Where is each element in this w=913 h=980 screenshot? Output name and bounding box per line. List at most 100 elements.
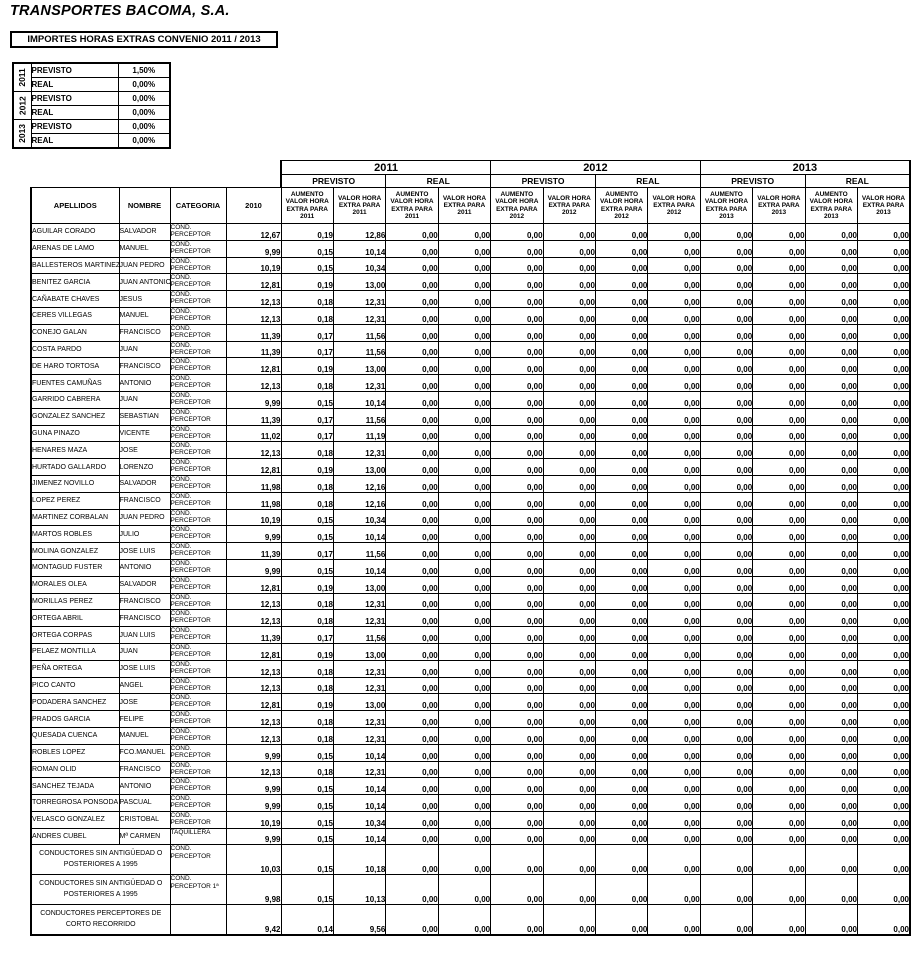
valor-cell: 10,14 (332, 390, 387, 409)
valor-cell: 0,00 (437, 508, 492, 527)
column-header-row: APELLIDOS NOMBRE CATEGORIA 2010 AUMENTO VALO… (30, 187, 911, 224)
valor-cell: 0,00 (804, 827, 858, 846)
nombre-cell: SALVADOR (118, 575, 171, 594)
valor-cell: 0,00 (542, 609, 596, 628)
valor-cell: 0,15 (280, 525, 334, 544)
valor-cell: 10,14 (332, 827, 387, 846)
nombre-cell: ANTONIO (118, 374, 171, 392)
valor-cell: 0,00 (594, 777, 649, 796)
apellidos-cell: ARENAS DE LAMO (30, 239, 120, 258)
valor-cell: 0,00 (437, 904, 492, 936)
valor-cell: 0,00 (385, 508, 439, 527)
valor-cell: 0,00 (647, 357, 701, 376)
nombre-cell: JOSE (118, 441, 171, 460)
valor-cell: 0,00 (385, 542, 439, 560)
valor-cell: 0,00 (385, 777, 439, 796)
valor-cell: 0,00 (437, 290, 492, 308)
categoria-cell: COND. PERCEPTOR (169, 441, 227, 460)
valor-cell: 0,00 (594, 407, 649, 426)
categoria-cell: COND. PERCEPTOR (169, 642, 227, 661)
valor-cell: 0,00 (699, 794, 754, 812)
valor-cell: 0,00 (856, 273, 911, 292)
categoria-cell: COND. PERCEPTOR (169, 290, 227, 308)
valor-cell: 13,00 (332, 357, 387, 376)
valor-cell: 0,00 (594, 424, 649, 443)
valor-cell: 13,00 (332, 458, 387, 476)
valor-cell: 0,00 (437, 374, 492, 392)
valor-cell: 0,00 (490, 239, 544, 258)
valor-cell: 0,19 (280, 223, 334, 241)
valor-cell: 0,00 (856, 239, 911, 258)
valor-cell: 0,00 (647, 693, 701, 712)
employee-row: PRADOS GARCIA FELIPE COND. PERCEPTOR 12,13 0… (30, 710, 911, 728)
valor-cell: 0,00 (490, 525, 544, 544)
categoria-cell: COND. PERCEPTOR (169, 424, 227, 443)
valor-cell: 0,00 (647, 760, 701, 779)
valor-cell: 0,00 (490, 340, 544, 359)
summary-year-label: 2011 (17, 68, 28, 87)
employee-row: MARTINEZ CORBALAN JUAN PEDRO COND. PERCEPT… (30, 508, 911, 527)
valor-cell: 0,00 (385, 558, 439, 577)
apellidos-cell: HENARES MAZA (30, 441, 120, 460)
valor-2010-cell: 12,81 (225, 357, 282, 376)
nombre-cell: JUAN (118, 390, 171, 409)
valor-cell: 0,00 (699, 374, 754, 392)
categoria-cell: COND. PERCEPTOR (169, 323, 227, 342)
valor-cell: 12,31 (332, 592, 387, 611)
valor-cell: 0,00 (490, 874, 544, 906)
valor-cell: 0,00 (542, 273, 596, 292)
valor-cell: 0,00 (594, 710, 649, 728)
summary-value-cell: 0,00% (117, 119, 171, 135)
valor-cell: 0,00 (542, 693, 596, 712)
categoria-cell: COND. PERCEPTOR (169, 626, 227, 644)
convenio-summary-table: 2011 PREVISTO 1,50% REAL 0,00% 2012 PREVISTO 0,… (12, 62, 171, 150)
apellidos-cell: VELASCO GONZALEZ (30, 810, 120, 829)
valor-cell: 0,00 (804, 525, 858, 544)
valor-cell: 0,00 (804, 407, 858, 426)
valor-cell: 0,00 (804, 810, 858, 829)
employee-row: VELASCO GONZALEZ CRISTOBAL COND. PERCEPTOR… (30, 810, 911, 829)
nombre-cell: SALVADOR (118, 474, 171, 493)
categoria-cell: COND. PERCEPTOR (169, 491, 227, 510)
valor-cell: 0,00 (437, 592, 492, 611)
nombre-cell: ANTONIO (118, 777, 171, 796)
valor-cell: 0,15 (280, 794, 334, 812)
year-header-row: 2011 2012 2013 (31, 160, 911, 175)
employee-row: ROMAN OLID FRANCISCO COND. PERCEPTOR 12,13 0… (30, 760, 911, 779)
valor-cell: 0,00 (699, 458, 754, 476)
valor-cell: 0,00 (542, 390, 596, 409)
valor-cell: 0,00 (542, 458, 596, 476)
column-header-nombre: NOMBRE (118, 187, 171, 224)
valor-cell: 0,00 (594, 626, 649, 644)
valor-cell: 0,00 (542, 676, 596, 695)
valor-cell: 0,00 (542, 558, 596, 577)
column-header-value-3: VALOR HORA EXTRA PARA 2011 (437, 187, 492, 224)
valor-2010-cell: 12,81 (225, 273, 282, 292)
valor-cell: 0,00 (752, 844, 806, 876)
valor-cell: 0,00 (594, 340, 649, 359)
valor-cell: 0,00 (437, 810, 492, 829)
categoria-cell: COND. PERCEPTOR (169, 810, 227, 829)
apellidos-cell: MORALES OLEA (30, 575, 120, 594)
column-header-value-9: VALOR HORA EXTRA PARA 2013 (752, 187, 806, 224)
valor-cell: 0,00 (804, 441, 858, 460)
valor-cell: 10,14 (332, 558, 387, 577)
categoria-cell: COND. PERCEPTOR (169, 558, 227, 577)
valor-cell: 0,15 (280, 390, 334, 409)
valor-cell: 0,00 (752, 508, 806, 527)
summary-value-cell: 1,50% (117, 62, 171, 78)
employee-row: DE HARO TORTOSA FRANCISCO COND. PERCEPTOR 1… (30, 357, 911, 376)
valor-cell: 0,00 (804, 290, 858, 308)
valor-cell: 0,00 (699, 626, 754, 644)
valor-cell: 0,00 (699, 844, 754, 876)
valor-cell: 0,00 (542, 642, 596, 661)
valor-cell: 0,00 (647, 390, 701, 409)
valor-cell: 0,00 (647, 777, 701, 796)
valor-cell: 0,00 (490, 575, 544, 594)
categoria-cell: COND. PERCEPTOR (169, 710, 227, 728)
nombre-cell: MANUEL (118, 239, 171, 258)
valor-cell: 0,00 (804, 474, 858, 493)
valor-cell: 0,00 (804, 874, 858, 906)
summary-row: REAL 0,00% (13, 105, 171, 121)
summary-value-cell: 0,00% (117, 105, 171, 121)
